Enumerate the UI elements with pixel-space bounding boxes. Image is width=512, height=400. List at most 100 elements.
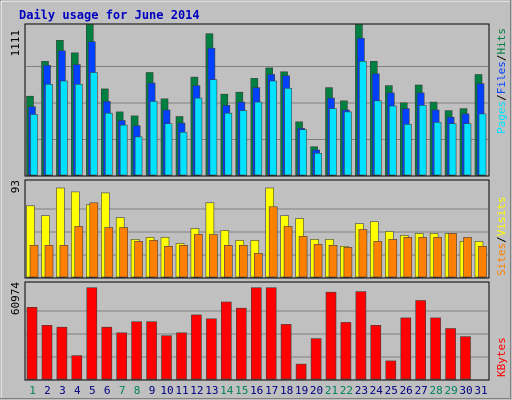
pages-bar xyxy=(314,153,322,176)
sites-bar xyxy=(463,237,472,278)
sites-bar xyxy=(164,246,173,278)
kbytes-bar xyxy=(56,326,68,380)
x-tick-label: 29 xyxy=(444,384,457,397)
pages-bar xyxy=(418,105,427,176)
pages-bar xyxy=(105,112,113,176)
legend-sep-1: / xyxy=(495,94,508,101)
chart-panels xyxy=(24,23,490,381)
sites-bar xyxy=(343,247,353,278)
x-tick-label: 25 xyxy=(385,384,398,397)
kbytes-bar xyxy=(251,287,262,380)
sites-bar xyxy=(239,245,248,278)
legend-hits-panel: Pages/Files/Hits xyxy=(495,28,508,134)
pages-bar xyxy=(299,129,307,176)
kbytes-bar xyxy=(71,355,83,380)
kbytes-bar xyxy=(176,332,187,380)
kbytes-bar xyxy=(41,324,53,380)
kbytes-bar xyxy=(460,336,471,380)
kbytes-bar xyxy=(221,301,232,380)
pages-bar xyxy=(60,80,68,176)
x-tick-label: 24 xyxy=(370,384,384,397)
x-tick-label: 30 xyxy=(459,384,472,397)
panel-hits-files-pages xyxy=(24,23,490,177)
x-tick-label: 28 xyxy=(429,384,442,397)
pages-bar xyxy=(75,84,83,176)
x-tick-label: 16 xyxy=(250,384,263,397)
sites-bar xyxy=(358,229,368,278)
sites-bar xyxy=(224,245,233,278)
sites-bar xyxy=(194,234,203,278)
sites-bar xyxy=(29,245,39,278)
x-axis-labels: 1 2 3 4 5 6 7 8 9 10 11 12 13 14 15 16 17 18 19 20 21 22 23 24 2… xyxy=(29,384,487,397)
x-tick-label: 13 xyxy=(205,384,218,397)
kbytes-bar xyxy=(340,322,352,380)
legend-kbytes-panel: KBytes xyxy=(495,337,508,377)
kbytes-bar xyxy=(415,300,427,380)
pages-bar xyxy=(45,84,53,176)
x-tick-label: 20 xyxy=(310,384,323,397)
chart-title: Daily usage for June 2014 xyxy=(19,8,200,22)
x-tick-label: 31 xyxy=(474,384,487,397)
legend-sep-2: / xyxy=(495,55,508,62)
pages-bar xyxy=(359,60,367,176)
kbytes-bar xyxy=(355,291,367,380)
pages-bar xyxy=(209,79,218,176)
hits-ymax-label: 1111 xyxy=(9,30,22,57)
pages-bar xyxy=(463,123,472,176)
x-tick-label: 6 xyxy=(104,384,111,397)
pages-bar xyxy=(269,80,278,176)
x-tick-label: 1 xyxy=(29,384,36,397)
sites-bar xyxy=(478,246,487,278)
legend-pages: Pages xyxy=(495,101,508,134)
kbytes-bar xyxy=(430,317,441,380)
kbytes-bar xyxy=(445,328,456,380)
x-tick-label: 23 xyxy=(355,384,368,397)
x-tick-label: 14 xyxy=(220,384,234,397)
kbytes-bar xyxy=(370,324,382,380)
legend-visits-panel: Sites/Visits xyxy=(495,197,508,277)
pages-bar xyxy=(194,97,203,176)
kbytes-bar xyxy=(236,307,247,380)
legend-sites: Sites xyxy=(495,243,508,276)
x-tick-label: 5 xyxy=(89,384,96,397)
sites-bar xyxy=(433,237,442,278)
x-tick-label: 22 xyxy=(340,384,353,397)
sites-bar xyxy=(268,206,278,278)
kbytes-bar xyxy=(310,338,322,380)
x-tick-label: 18 xyxy=(280,384,293,397)
legend-files: Files xyxy=(495,61,508,94)
x-tick-label: 27 xyxy=(415,384,428,397)
pages-bar xyxy=(224,112,233,176)
legend-visits: Visits xyxy=(495,197,508,237)
pages-bar xyxy=(30,114,38,176)
x-tick-label: 7 xyxy=(119,384,126,397)
pages-bar xyxy=(373,100,382,176)
kbytes-bar xyxy=(280,324,292,380)
kbytes-bar xyxy=(86,287,98,380)
sites-bar xyxy=(328,245,338,278)
panel-visits-sites xyxy=(24,179,490,279)
pages-bar xyxy=(149,101,158,176)
pages-bar xyxy=(329,108,337,176)
x-tick-label: 8 xyxy=(134,384,141,397)
pages-bar xyxy=(134,136,143,176)
panel-kbytes xyxy=(24,281,490,381)
visits-ymax-label: 93 xyxy=(9,180,22,193)
x-tick-label: 2 xyxy=(44,384,51,397)
pages-bar xyxy=(403,124,412,176)
sites-bar xyxy=(448,233,457,278)
pages-bar xyxy=(254,101,263,176)
sites-bar xyxy=(283,226,293,278)
sites-bar xyxy=(74,226,84,278)
pages-bar xyxy=(433,122,442,176)
x-tick-label: 4 xyxy=(74,384,81,397)
sites-bar xyxy=(418,237,428,278)
kbytes-bar xyxy=(206,318,217,380)
sites-bar xyxy=(134,241,143,278)
kbytes-bar xyxy=(400,317,412,380)
kbytes-bar xyxy=(116,332,127,380)
sites-bar xyxy=(179,245,188,278)
kbytes-bar xyxy=(385,360,397,380)
x-tick-label: 9 xyxy=(149,384,156,397)
x-tick-label: 15 xyxy=(235,384,248,397)
